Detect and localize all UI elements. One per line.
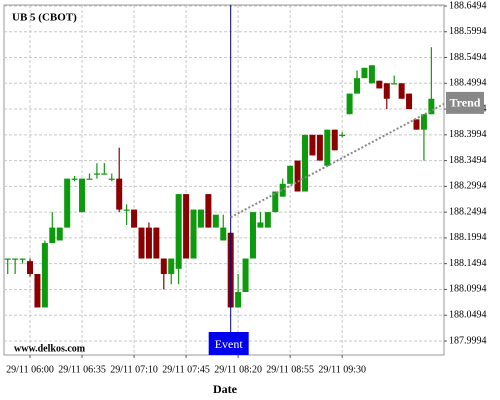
candle-body [41, 243, 48, 308]
y-tick-label: 188.5494 [449, 52, 487, 63]
y-tick-label: 188.0494 [449, 310, 487, 321]
y-tick-label: 188.2994 [449, 181, 487, 192]
candle-body [153, 227, 160, 259]
y-tick-label: 188.3994 [449, 129, 487, 140]
candle-body [287, 165, 294, 184]
candle-body [302, 134, 309, 192]
candle-body [212, 214, 219, 228]
x-tick-label: 29/11 08:55 [266, 364, 314, 375]
candle-body [79, 178, 86, 213]
candle-body [220, 227, 227, 241]
x-axis-label: Date [213, 382, 238, 396]
candle-body [183, 194, 190, 259]
plot: 187.9994 188.0494 188.0994 188.1494 188.1994… [3, 0, 487, 375]
y-tick-label: 188.0994 [449, 284, 487, 295]
trend-box [446, 91, 484, 114]
candle-body [123, 209, 130, 211]
candle-body [108, 178, 115, 180]
watermark: www.delkos.com [14, 343, 86, 354]
candle-body [383, 83, 390, 99]
y-tick-label: 188.1994 [449, 232, 487, 243]
trend-label: Trend [450, 96, 481, 110]
candle-body [160, 258, 167, 274]
candle-body [116, 178, 123, 210]
x-tick-label: 29/11 08:20 [214, 364, 262, 375]
y-tick-label: 188.2494 [449, 206, 487, 217]
y-tick-label: 187.9994 [449, 335, 487, 346]
event-box [208, 332, 249, 355]
candle-body [242, 258, 249, 293]
x-tick-label: 29/11 06:00 [6, 364, 54, 375]
candle-body [197, 209, 204, 228]
candle-body [19, 258, 26, 260]
candle-body [398, 83, 405, 99]
candle-body [86, 178, 93, 180]
candle-body [138, 227, 145, 259]
candle-body [49, 227, 56, 244]
x-tick-label: 29/11 09:30 [318, 364, 366, 375]
candle-body [56, 227, 63, 241]
y-tick-label: 188.3494 [449, 155, 487, 166]
candle-body [131, 209, 138, 228]
candle-body [145, 227, 152, 259]
candle-body [406, 93, 413, 110]
y-tick-label: 188.6494 [449, 0, 487, 11]
candle-body [272, 191, 279, 213]
x-tick-label: 29/11 07:45 [162, 364, 210, 375]
y-tick-label: 188.1494 [449, 258, 487, 269]
candle-body [368, 65, 375, 84]
y-tick-label: 188.5994 [449, 26, 487, 37]
candle-body [331, 129, 338, 151]
candle-body [279, 183, 286, 197]
trend-line [230, 103, 445, 219]
event-label: Event [215, 337, 244, 351]
candle-body [168, 258, 175, 274]
x-tick-label: 29/11 06:35 [58, 364, 106, 375]
candle-body [12, 258, 19, 260]
candle-body [391, 83, 398, 85]
candle-body [316, 134, 323, 161]
candle-body [420, 114, 427, 130]
candle-body [309, 134, 316, 156]
candle-body [413, 119, 420, 130]
candle-body [354, 78, 361, 94]
candle-body [175, 194, 182, 269]
y-tick-label: 188.4994 [449, 78, 487, 89]
candle-body [264, 212, 271, 228]
x-tick-label: 29/11 07:10 [110, 364, 158, 375]
candle-body [190, 209, 197, 259]
candle-body [64, 178, 71, 228]
candle-body [93, 173, 100, 175]
candle-body [294, 160, 301, 192]
candle-body [205, 194, 212, 228]
candle-body [339, 134, 346, 137]
chart-title: UB 5 (CBOT) [12, 12, 77, 24]
candle-body [249, 212, 256, 259]
candle-body [71, 178, 78, 180]
candle-body [101, 173, 108, 175]
candle-body [324, 129, 331, 166]
candle-body [361, 67, 368, 79]
candle-body [27, 261, 34, 274]
candle-body [346, 93, 353, 115]
candle-body [376, 80, 383, 89]
candle-body [34, 273, 41, 308]
candle-body [4, 258, 11, 260]
candle-body [235, 292, 242, 308]
candle-body [257, 222, 264, 228]
candle-body [428, 98, 435, 115]
